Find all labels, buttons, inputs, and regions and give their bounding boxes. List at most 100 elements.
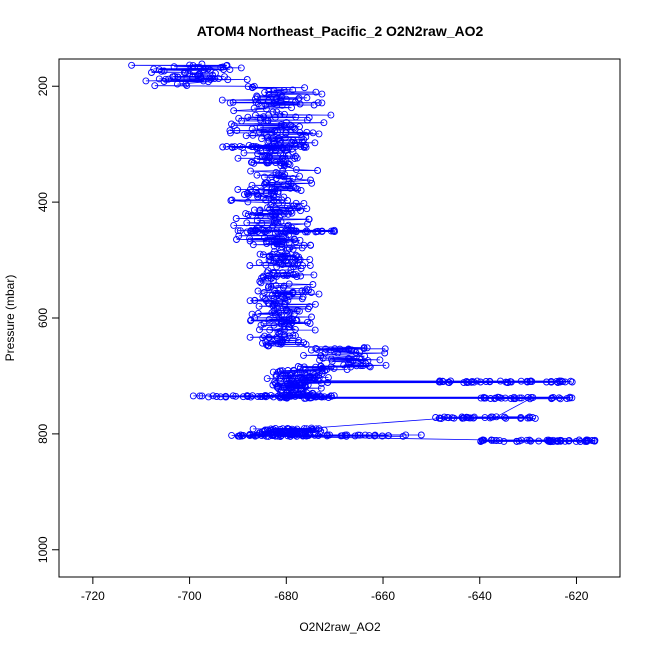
data-point-479 (278, 261, 286, 268)
data-point-52 (142, 77, 150, 85)
data-point-43 (215, 75, 223, 83)
data-point-100 (262, 101, 270, 109)
data-point-200 (300, 143, 308, 151)
data-point-1081 (371, 432, 378, 440)
x-axis-title: O2N2raw_AO2 (299, 620, 381, 634)
data-point-1146 (500, 437, 508, 445)
data-point-939 (491, 395, 499, 403)
data-point-792 (468, 378, 476, 386)
data-point-933 (497, 394, 505, 402)
data-point-962 (445, 414, 452, 422)
data-point-866 (229, 392, 237, 400)
data-point-146 (255, 128, 263, 136)
data-point-961 (481, 414, 489, 422)
data-point-203 (228, 144, 236, 152)
data-point-895 (262, 393, 270, 401)
data-point-41 (208, 74, 216, 82)
data-point-38 (174, 73, 182, 81)
data-point-863 (243, 392, 251, 400)
data-point-900 (270, 393, 277, 401)
data-point-69 (312, 88, 320, 96)
data-point-362 (270, 218, 278, 226)
data-point-1080 (337, 432, 345, 440)
data-point-973 (450, 414, 458, 422)
data-point-701 (301, 365, 309, 373)
y-tick-label-3: 800 (36, 424, 50, 444)
data-point-1147 (513, 437, 521, 445)
data-point-525 (254, 287, 262, 295)
data-point-972 (524, 414, 532, 422)
data-point-540 (285, 293, 293, 301)
data-point-1046 (417, 431, 425, 439)
data-point-126 (238, 117, 246, 125)
data-point-159 (242, 132, 250, 140)
data-point-337 (256, 206, 264, 214)
data-point-418 (261, 233, 269, 241)
data-point-698 (296, 364, 304, 371)
data-point-277 (262, 179, 270, 187)
data-point-789 (547, 378, 555, 386)
data-point-61 (244, 83, 252, 91)
data-point-422 (233, 236, 240, 243)
data-point-112 (327, 111, 335, 119)
data-point-786 (436, 378, 444, 386)
data-point-120 (256, 114, 264, 122)
data-point-529 (307, 289, 315, 296)
data-point-235 (278, 155, 286, 162)
data-point-123 (303, 116, 311, 124)
data-point-557 (311, 300, 319, 308)
data-point-717 (293, 369, 301, 377)
data-point-89 (291, 98, 299, 106)
data-point-612 (266, 326, 274, 334)
data-point-1152 (576, 438, 584, 446)
data-point-236 (291, 155, 299, 163)
data-point-156 (315, 130, 323, 138)
data-point-542 (279, 294, 287, 301)
data-point-129 (320, 119, 328, 127)
data-point-644 (264, 342, 272, 350)
data-point-363 (274, 218, 282, 226)
data-point-460 (265, 253, 273, 261)
data-point-104 (288, 104, 295, 112)
data-point-444 (298, 244, 306, 252)
data-point-833 (275, 385, 282, 393)
data-point-134 (280, 122, 288, 130)
data-point-800 (460, 379, 468, 387)
y-tick-label-0: 200 (36, 76, 50, 96)
data-point-604 (257, 321, 265, 329)
data-point-386 (236, 227, 244, 235)
data-point-920 (568, 394, 576, 402)
data-point-741 (263, 375, 271, 383)
data-point-611 (311, 326, 319, 334)
data-point-353 (267, 212, 275, 220)
data-point-1097 (264, 432, 272, 440)
data-point-306 (240, 191, 248, 198)
y-tick-label-4: 1000 (36, 536, 50, 563)
data-point-335 (278, 206, 286, 214)
data-point-478 (291, 260, 298, 268)
data-point-537 (268, 292, 276, 299)
data-point-1145 (583, 437, 591, 445)
data-point-101 (310, 101, 318, 109)
plot-frame (58, 58, 621, 578)
data-point-936 (507, 395, 515, 402)
data-point-1069 (258, 432, 266, 440)
data-point-638 (259, 339, 266, 347)
data-point-153 (227, 129, 234, 137)
data-point-458 (281, 252, 289, 260)
data-point-346 (284, 210, 292, 218)
data-point-221 (240, 149, 248, 157)
data-point-870 (189, 392, 197, 400)
data-point-186 (297, 142, 305, 150)
data-point-425 (296, 236, 304, 244)
data-point-560 (273, 301, 281, 309)
data-point-48 (162, 75, 170, 83)
data-point-1079 (351, 432, 359, 440)
data-point-661 (356, 348, 363, 356)
data-point-801 (504, 379, 512, 387)
data-point-231 (259, 153, 267, 161)
data-point-68 (265, 87, 273, 95)
data-point-1098 (286, 432, 294, 440)
data-point-1089 (274, 432, 282, 440)
data-point-155 (282, 129, 290, 137)
